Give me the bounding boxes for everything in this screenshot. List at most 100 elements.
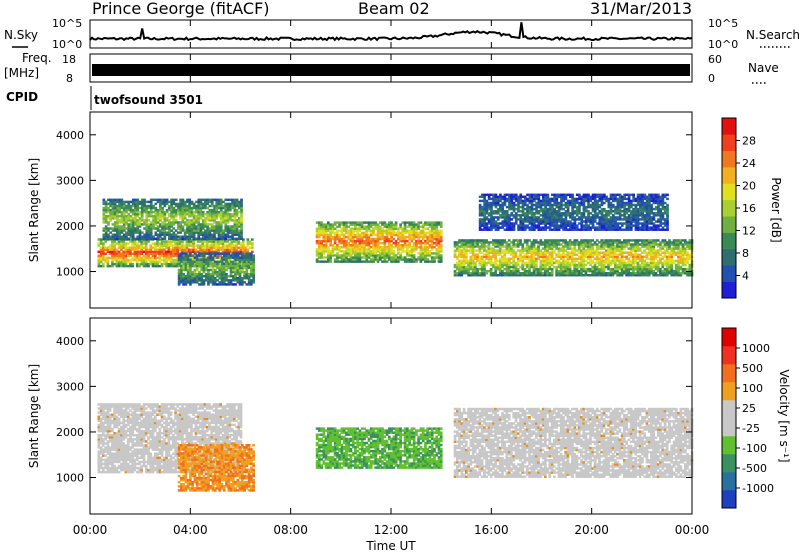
power-cell-4 bbox=[474, 255, 477, 259]
power-cell-0 bbox=[142, 258, 146, 262]
power-cell-3 bbox=[424, 250, 427, 253]
power-cell-0 bbox=[140, 240, 144, 243]
power-cell-1 bbox=[102, 227, 106, 230]
power-cell-3 bbox=[412, 248, 416, 251]
power-cell-4 bbox=[507, 257, 511, 261]
power-cell-0 bbox=[129, 246, 132, 249]
nsearch-label: N.Search bbox=[746, 28, 800, 42]
power-cell-4 bbox=[458, 263, 461, 267]
power-cell-3 bbox=[415, 244, 418, 247]
power-cell-3 bbox=[388, 246, 391, 249]
power-cell-3 bbox=[408, 231, 411, 235]
power-cell-1 bbox=[215, 204, 219, 208]
power-cell-4 bbox=[462, 247, 466, 250]
power-cell-0 bbox=[167, 262, 171, 266]
power-cell-4 bbox=[645, 274, 649, 277]
power-cell-3 bbox=[320, 223, 323, 226]
power-cell-1 bbox=[219, 204, 223, 208]
power-cell-0 bbox=[174, 250, 177, 254]
power-cell-4 bbox=[638, 272, 642, 275]
power-cell-0 bbox=[102, 248, 105, 251]
power-cell-1 bbox=[168, 208, 171, 212]
power-cell-0 bbox=[113, 248, 116, 251]
power-cell-2 bbox=[204, 258, 208, 261]
power-cell-0 bbox=[97, 264, 101, 268]
power-cell-2 bbox=[200, 252, 204, 255]
power-cell-3 bbox=[390, 225, 393, 228]
power-cell-4 bbox=[645, 239, 649, 242]
power-cell-4 bbox=[555, 241, 558, 244]
power-cell-4 bbox=[629, 267, 633, 271]
power-cell-2 bbox=[209, 268, 213, 272]
power-cell-0 bbox=[117, 246, 121, 249]
power-cell-4 bbox=[647, 274, 651, 277]
power-cell-5 bbox=[492, 203, 495, 207]
power-cell-3 bbox=[324, 235, 328, 239]
power-cell-3 bbox=[365, 252, 369, 255]
power-cell-2 bbox=[189, 283, 192, 286]
power-cell-2 bbox=[195, 266, 199, 270]
power-cell-4 bbox=[620, 263, 624, 267]
power-cell-3 bbox=[394, 260, 398, 263]
power-cell-1 bbox=[122, 200, 126, 204]
power-cell-4 bbox=[510, 265, 513, 269]
power-cell-0 bbox=[126, 242, 130, 245]
power-cell-3 bbox=[399, 246, 402, 249]
power-cell-0 bbox=[181, 250, 184, 254]
power-cell-3 bbox=[327, 221, 330, 224]
power-cell-1 bbox=[197, 223, 201, 226]
power-cell-4 bbox=[471, 261, 475, 265]
power-cell-4 bbox=[629, 239, 633, 242]
power-cell-3 bbox=[365, 231, 369, 235]
power-cell-4 bbox=[598, 253, 601, 256]
power-cell-3 bbox=[315, 252, 319, 255]
power-cell-0 bbox=[124, 258, 128, 262]
power-cell-4 bbox=[600, 243, 604, 246]
power-cell-0 bbox=[235, 250, 238, 254]
power-cell-1 bbox=[179, 202, 182, 206]
power-cell-4 bbox=[465, 241, 468, 244]
power-cell-4 bbox=[532, 269, 536, 273]
power-cell-0 bbox=[199, 246, 202, 249]
power-cell-4 bbox=[546, 261, 549, 265]
power-cell-4 bbox=[519, 265, 522, 269]
power-cell-5 bbox=[494, 201, 498, 205]
power-cell-5 bbox=[485, 203, 489, 207]
power-cell-0 bbox=[167, 252, 171, 256]
power-cell-4 bbox=[471, 263, 475, 267]
power-cell-4 bbox=[525, 274, 529, 277]
power-cell-3 bbox=[365, 227, 369, 230]
power-cell-3 bbox=[369, 246, 373, 249]
power-cell-4 bbox=[465, 267, 468, 271]
power-cell-1 bbox=[190, 208, 194, 212]
power-cell-2 bbox=[204, 266, 208, 270]
power-cell-1 bbox=[208, 200, 212, 204]
power-cell-3 bbox=[342, 237, 346, 241]
power-cell-0 bbox=[235, 240, 238, 243]
power-cell-2 bbox=[229, 270, 233, 274]
power-cell-2 bbox=[204, 268, 208, 272]
power-cell-4 bbox=[575, 239, 579, 242]
power-cell-4 bbox=[492, 239, 495, 242]
power-cell-4 bbox=[598, 251, 601, 254]
power-cell-2 bbox=[218, 275, 222, 278]
power-cell-4 bbox=[467, 269, 470, 273]
power-cell-3 bbox=[381, 231, 384, 235]
power-cell-5 bbox=[490, 214, 493, 217]
power-cell-2 bbox=[211, 258, 215, 261]
power-cell-1 bbox=[156, 215, 160, 218]
power-cell-2 bbox=[236, 281, 240, 284]
power-cell-0 bbox=[133, 248, 137, 251]
power-cell-2 bbox=[202, 258, 206, 261]
power-cell-4 bbox=[469, 249, 473, 252]
power-cell-3 bbox=[428, 223, 432, 226]
power-cell-3 bbox=[374, 233, 378, 237]
power-cell-3 bbox=[349, 254, 353, 257]
power-cell-1 bbox=[199, 215, 203, 218]
power-cell-1 bbox=[235, 237, 239, 241]
power-cell-4 bbox=[584, 263, 588, 267]
power-cell-0 bbox=[133, 256, 137, 260]
power-cell-4 bbox=[573, 247, 577, 250]
power-cell-3 bbox=[410, 248, 414, 251]
power-cell-2 bbox=[252, 264, 255, 268]
